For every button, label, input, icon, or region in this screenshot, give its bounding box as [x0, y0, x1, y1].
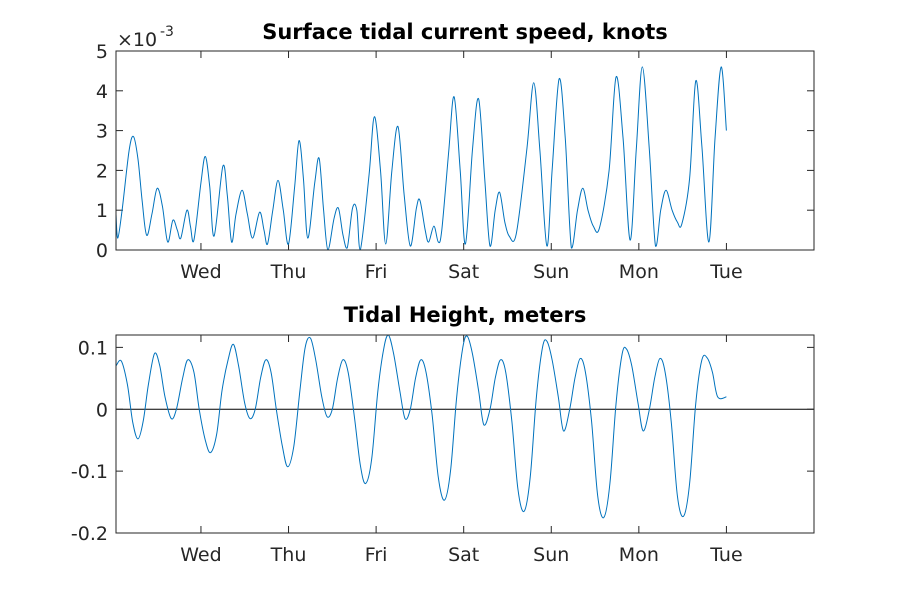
current-speed-ytick-label: 4: [96, 81, 108, 103]
tidal-height-xtick-label: Thu: [270, 544, 307, 566]
tidal-height-xtick-label: Wed: [180, 544, 221, 566]
current-speed-panel: Surface tidal current speed, knots ×10 -…: [96, 20, 815, 283]
current-speed-xtick-label: Tue: [709, 261, 742, 283]
current-speed-series: [115, 66, 727, 251]
current-speed-ytick-label: 2: [96, 160, 108, 182]
current-speed-multiplier-exponent: -3: [160, 24, 174, 40]
tidal-height-xtick-label: Tue: [709, 544, 742, 566]
tidal-height-xtick-label: Fri: [365, 544, 388, 566]
current-speed-multiplier-base: ×10: [117, 29, 157, 51]
tidal-height-axes-frame: [115, 334, 815, 534]
current-speed-xtick-label: Fri: [365, 261, 388, 283]
current-speed-ytick-label: 0: [96, 240, 108, 262]
current-speed-xtick-label: Thu: [270, 261, 307, 283]
tidal-height-ticks: Wed Thu Fri Sat Sun Mon Tue 0.1 0 -0.1 -0.2: [71, 335, 814, 566]
tidal-height-ytick-label: 0: [96, 399, 108, 421]
current-speed-axes-frame: [115, 50, 815, 251]
tidal-height-title: Tidal Height, meters: [344, 303, 587, 327]
tidal-height-ytick-label: -0.1: [71, 461, 108, 483]
current-speed-xtick-label: Sun: [533, 261, 569, 283]
current-speed-xtick-label: Sat: [448, 261, 479, 283]
current-speed-xtick-label: Mon: [619, 261, 659, 283]
tidal-height-ytick-label: 0.1: [78, 337, 108, 359]
current-speed-xtick-label: Wed: [180, 261, 221, 283]
tidal-height-xtick-label: Sat: [448, 544, 479, 566]
tidal-height-xtick-label: Mon: [619, 544, 659, 566]
current-speed-ytick-label: 5: [96, 41, 108, 63]
current-speed-title: Surface tidal current speed, knots: [262, 20, 668, 44]
tidal-height-series: [115, 334, 727, 519]
tidal-height-panel: Tidal Height, meters Wed Thu Fri Sat Sun Mon T…: [71, 303, 815, 566]
current-speed-multiplier: ×10 -3: [117, 24, 174, 51]
current-speed-series-line: [115, 66, 727, 251]
current-speed-ytick-label: 3: [96, 121, 108, 143]
current-speed-ytick-label: 1: [96, 200, 108, 222]
tidal-height-xtick-label: Sun: [533, 544, 569, 566]
tidal-height-ytick-label: -0.2: [71, 523, 108, 545]
tidal-height-series-line: [115, 334, 727, 519]
current-speed-ticks: Wed Thu Fri Sat Sun Mon Tue 0 1 2 3 4 5: [96, 41, 814, 283]
